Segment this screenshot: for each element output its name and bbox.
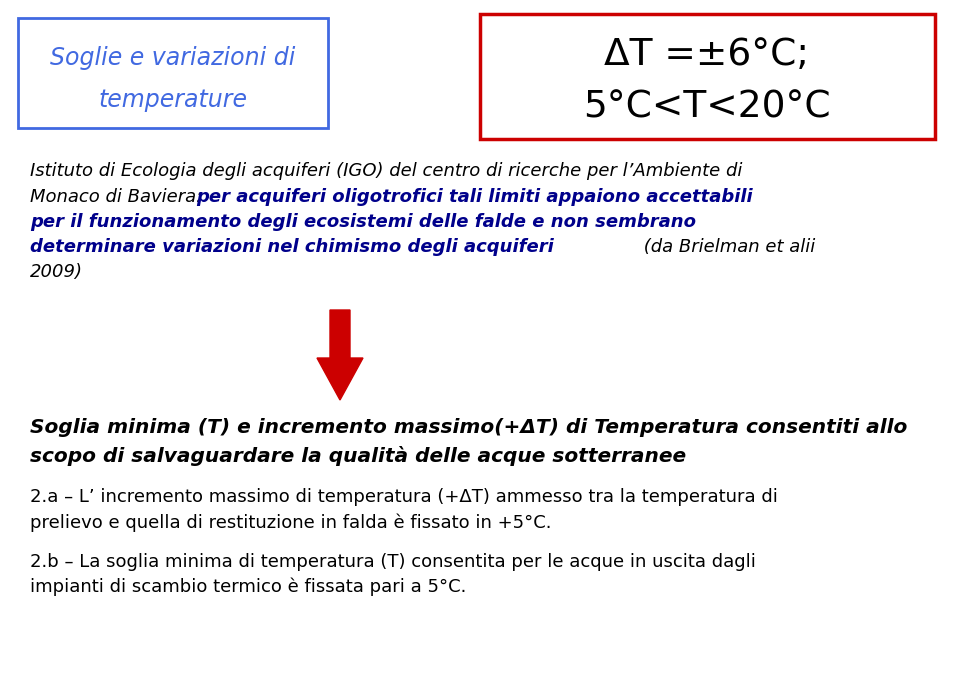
Text: Soglia minima (T) e incremento massimo(+ΔT) di Temperatura consentiti allo: Soglia minima (T) e incremento massimo(+… [30, 418, 907, 437]
Bar [480, 14, 935, 139]
Bar [18, 18, 328, 128]
Text: Istituto di Ecologia degli acquiferi (IGO) del centro di ricerche per l’Ambiente: Istituto di Ecologia degli acquiferi (IG… [30, 162, 742, 180]
Text: 2009): 2009) [30, 263, 83, 281]
Text: Monaco di Baviera:: Monaco di Baviera: [30, 188, 208, 206]
Text: ΔT =±6°C;: ΔT =±6°C; [605, 37, 809, 73]
Text: per acquiferi oligotrofici tali limiti appaiono accettabili: per acquiferi oligotrofici tali limiti a… [196, 188, 753, 206]
Text: scopo di salvaguardare la qualità delle acque sotterranee: scopo di salvaguardare la qualità delle … [30, 446, 686, 466]
Text: 5°C<T<20°C: 5°C<T<20°C [583, 90, 830, 126]
Text: Soglie e variazioni di: Soglie e variazioni di [50, 46, 296, 70]
Polygon shape [317, 310, 363, 400]
Text: determinare variazioni nel chimismo degli acquiferi: determinare variazioni nel chimismo degl… [30, 238, 554, 256]
Text: per il funzionamento degli ecosistemi delle falde e non sembrano: per il funzionamento degli ecosistemi de… [30, 213, 696, 231]
Text: impianti di scambio termico è fissata pari a 5°C.: impianti di scambio termico è fissata pa… [30, 578, 467, 596]
Text: 2.b – La soglia minima di temperatura (T) consentita per le acque in uscita dagl: 2.b – La soglia minima di temperatura (T… [30, 553, 756, 571]
Text: prelievo e quella di restituzione in falda è fissato in +5°C.: prelievo e quella di restituzione in fal… [30, 513, 551, 532]
Text: 2.a – L’ incremento massimo di temperatura (+ΔT) ammesso tra la temperatura di: 2.a – L’ incremento massimo di temperatu… [30, 488, 778, 506]
Text: (da Brielman et alii: (da Brielman et alii [638, 238, 815, 256]
Text: temperature: temperature [99, 88, 248, 112]
